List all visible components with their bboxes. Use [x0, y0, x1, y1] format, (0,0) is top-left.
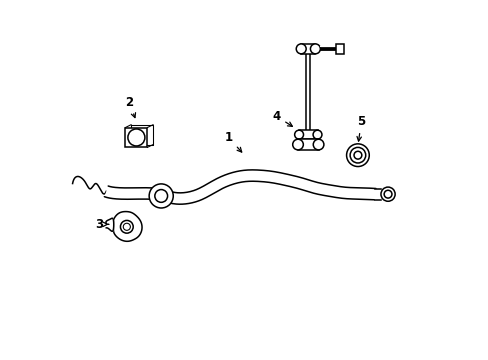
Text: 1: 1 [224, 131, 241, 152]
Polygon shape [104, 170, 375, 204]
Polygon shape [113, 212, 142, 241]
Circle shape [313, 139, 323, 150]
Text: 5: 5 [356, 115, 365, 141]
Polygon shape [106, 218, 114, 231]
Bar [125, 127, 147, 147]
Circle shape [346, 144, 368, 167]
Text: 3: 3 [95, 218, 108, 231]
Circle shape [312, 130, 321, 139]
Bar [299, 130, 317, 139]
Bar [336, 44, 344, 54]
Circle shape [292, 139, 303, 150]
Text: 4: 4 [272, 110, 292, 126]
Circle shape [294, 130, 303, 139]
Bar [297, 139, 318, 150]
Bar [301, 44, 315, 54]
Circle shape [310, 44, 320, 54]
Circle shape [149, 184, 173, 208]
Circle shape [296, 44, 305, 54]
Text: 2: 2 [125, 95, 135, 118]
